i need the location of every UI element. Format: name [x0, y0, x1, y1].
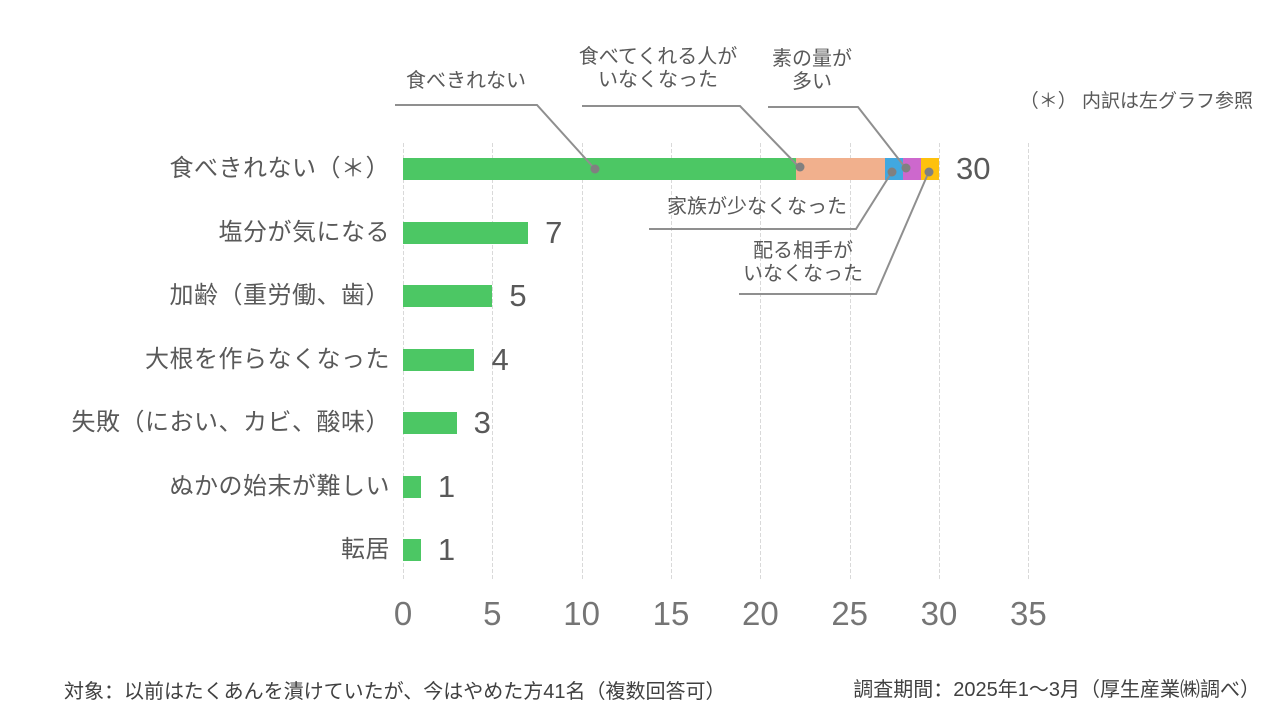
bar: [403, 348, 475, 371]
bar: [403, 285, 493, 307]
category-label: 転居: [341, 536, 390, 563]
axis-tick-label: 5: [483, 595, 502, 632]
bar-segment-4: [921, 158, 939, 180]
category-label: 食べきれない（＊）: [169, 155, 390, 182]
callout-line: [582, 105, 799, 167]
bar: [403, 539, 421, 561]
bar-segment-3: [903, 158, 922, 180]
bar: [403, 475, 421, 498]
value-label: 1: [437, 532, 456, 567]
survey-period-footnote: 調査期間：2025年1～3月（厚生産業㈱調べ）: [853, 679, 1260, 701]
axis-tick-label: 30: [920, 595, 958, 632]
value-label: 4: [491, 341, 509, 377]
bar-segment-0: [403, 158, 797, 180]
bar: [403, 412, 457, 434]
value-label: 1: [437, 468, 456, 504]
category-label: 失敗（におい、カビ、酸味）: [71, 409, 390, 436]
callout-label: 食べきれない: [406, 70, 526, 92]
category-label: ぬかの始末が難しい: [169, 472, 390, 500]
survey-target-footnote: 対象：以前はたくあんを漬けていたが、今はやめた方41名（複数回答可）: [64, 681, 726, 703]
value-label: 3: [473, 405, 491, 440]
bar: [403, 221, 529, 244]
gridline: [492, 143, 494, 580]
axis-tick-label: 10: [563, 595, 601, 632]
axis-tick-label: 25: [831, 595, 869, 632]
callout-label: 食べてくれる人が いなくなった: [578, 46, 738, 91]
axis-tick-label: 15: [652, 595, 690, 632]
value-label: 7: [545, 214, 563, 250]
callout-label: 素の量が 多い: [772, 48, 852, 93]
axis-tick-label: 0: [393, 595, 413, 632]
axis-tick-label: 20: [741, 595, 779, 632]
value-label: 30: [956, 151, 991, 186]
gridline: [581, 143, 583, 580]
gridline: [849, 143, 851, 580]
category-label: 塩分が気になる: [218, 218, 390, 246]
value-label: 5: [509, 278, 527, 313]
callout-label: 配る相手が いなくなった: [743, 240, 863, 285]
gridline: [760, 143, 762, 580]
category-label: 加齢（重労働、歯）: [169, 282, 390, 309]
bar-segment-1: [796, 158, 886, 180]
gridline: [671, 143, 672, 580]
bar-segment-2: [885, 158, 904, 180]
breakdown-note: （＊） 内訳は左グラフ参照: [1019, 91, 1253, 112]
callout-label: 家族が少なくなった: [667, 196, 847, 218]
category-label: 大根を作らなくなった: [145, 345, 390, 373]
gridline: [1028, 143, 1030, 580]
axis-tick-label: 35: [1009, 595, 1047, 632]
gridline: [939, 143, 940, 580]
